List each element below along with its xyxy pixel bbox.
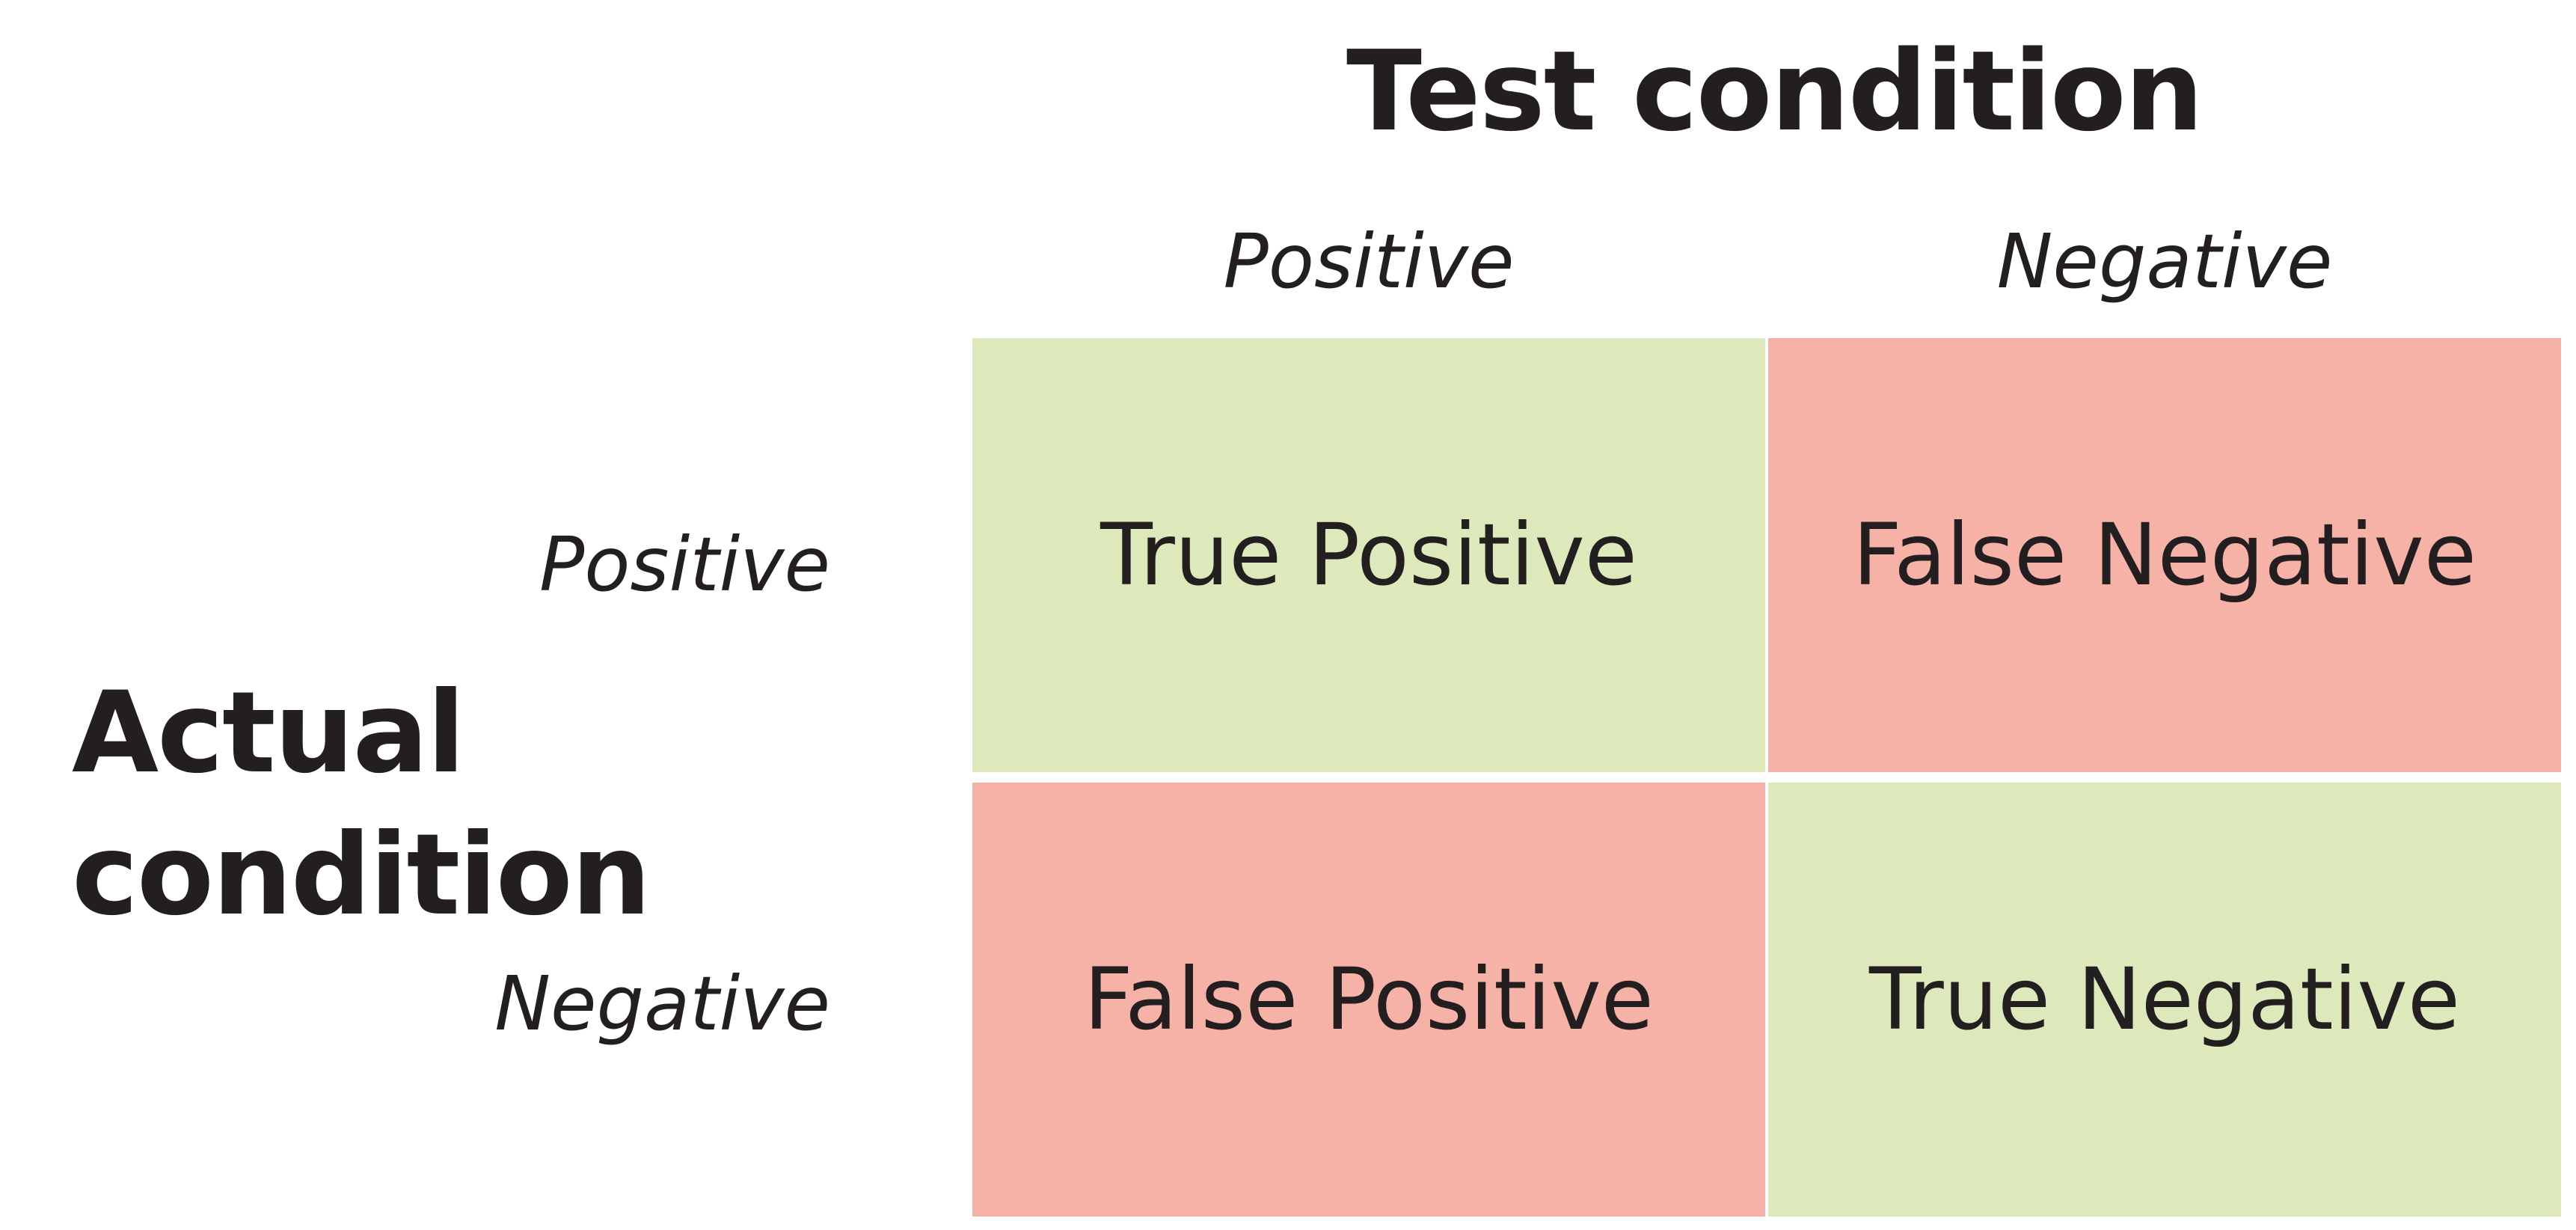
cell-true-positive: True Positive	[972, 338, 1765, 772]
cell-false-negative: False Negative	[1768, 338, 2561, 772]
row-header-positive: Positive	[539, 521, 830, 608]
actual-condition-title: Actual condition	[72, 662, 651, 946]
actual-condition-title-line-2: condition	[72, 810, 651, 940]
cell-false-positive: False Positive	[972, 783, 1765, 1217]
cell-label-false-positive: False Positive	[1084, 949, 1654, 1049]
test-condition-title: Test condition	[1346, 27, 2204, 156]
column-header-negative: Negative	[1996, 218, 2333, 305]
actual-condition-title-line-1: Actual	[72, 668, 465, 798]
cell-label-true-negative: True Negative	[1869, 949, 2460, 1049]
row-header-negative: Negative	[494, 960, 830, 1047]
column-header-positive: Positive	[1223, 218, 1515, 305]
cell-true-negative: True Negative	[1768, 783, 2561, 1217]
cell-label-false-negative: False Negative	[1852, 505, 2477, 605]
cell-label-true-positive: True Positive	[1100, 505, 1637, 605]
